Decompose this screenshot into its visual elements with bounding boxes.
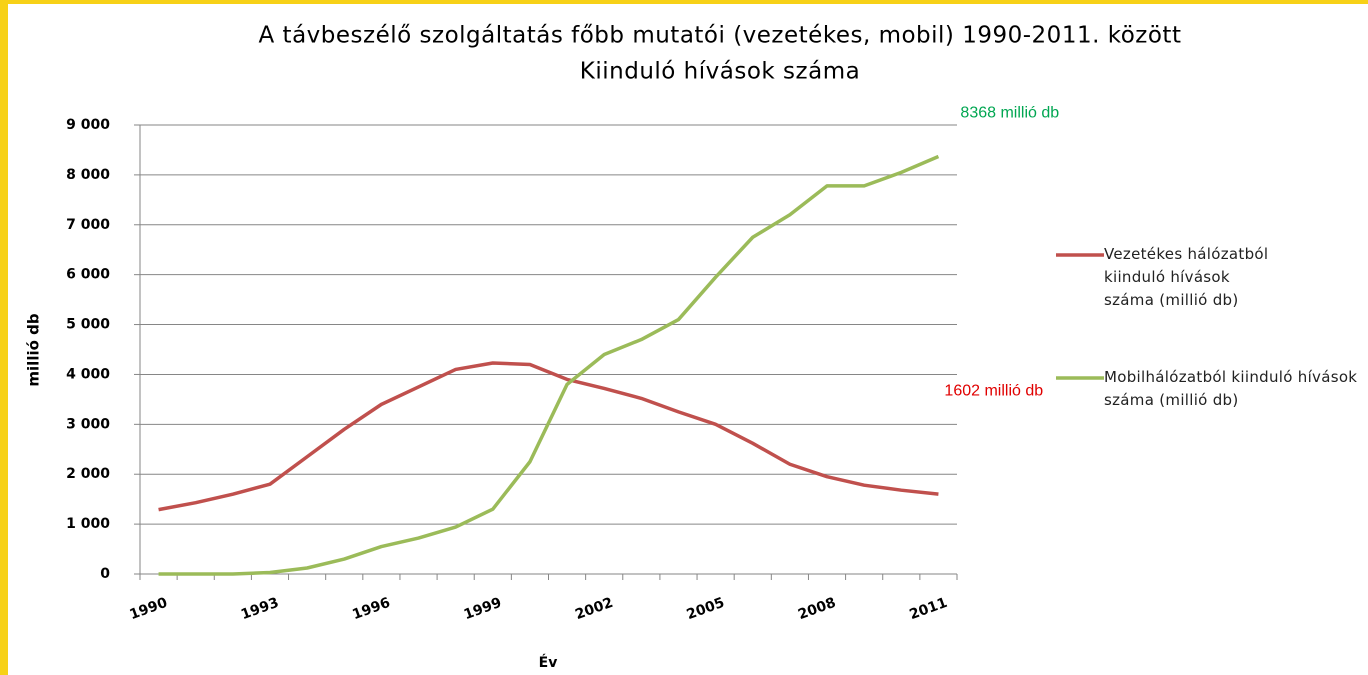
series-line [158,154,940,576]
x-tick-label: 1999 [462,595,504,623]
chart-subtitle: Kiinduló hívások száma [580,59,860,85]
legend-label: Vezetékes hálózatból kiinduló hívások sz… [1104,245,1269,309]
x-tick-label: 1990 [128,595,170,623]
x-tick-label: 2011 [907,595,949,623]
y-tick-label: 0 [100,566,110,582]
y-axis-title: millió db [25,313,43,386]
x-tick-label: 1993 [239,595,281,623]
y-tick-label: 5 000 [66,317,110,333]
annotation: 1602 millió db [944,382,1043,399]
y-tick-label: 6 000 [66,267,110,283]
chart-title: A távbeszélő szolgáltatás főbb mutatói (… [259,23,1182,49]
y-tick-label: 7 000 [66,217,110,233]
y-tick-label: 1 000 [66,516,110,532]
x-tick-label: 1996 [350,595,392,623]
y-tick-label: 4 000 [66,366,110,382]
x-tick-label: 2002 [573,595,615,623]
series-line [158,361,939,512]
y-tick-label: 2 000 [66,466,110,482]
x-tick-label: 2008 [796,595,838,623]
legend-label: Mobilhálózatból kiinduló hívások száma (… [1104,368,1358,409]
annotation: 8368 millió db [960,105,1059,122]
y-tick-label: 9 000 [66,117,110,133]
x-tick-label: 2005 [685,595,727,623]
y-tick-label: 3 000 [66,416,110,432]
x-axis-title: Év [539,654,558,671]
y-tick-label: 8 000 [66,167,110,183]
